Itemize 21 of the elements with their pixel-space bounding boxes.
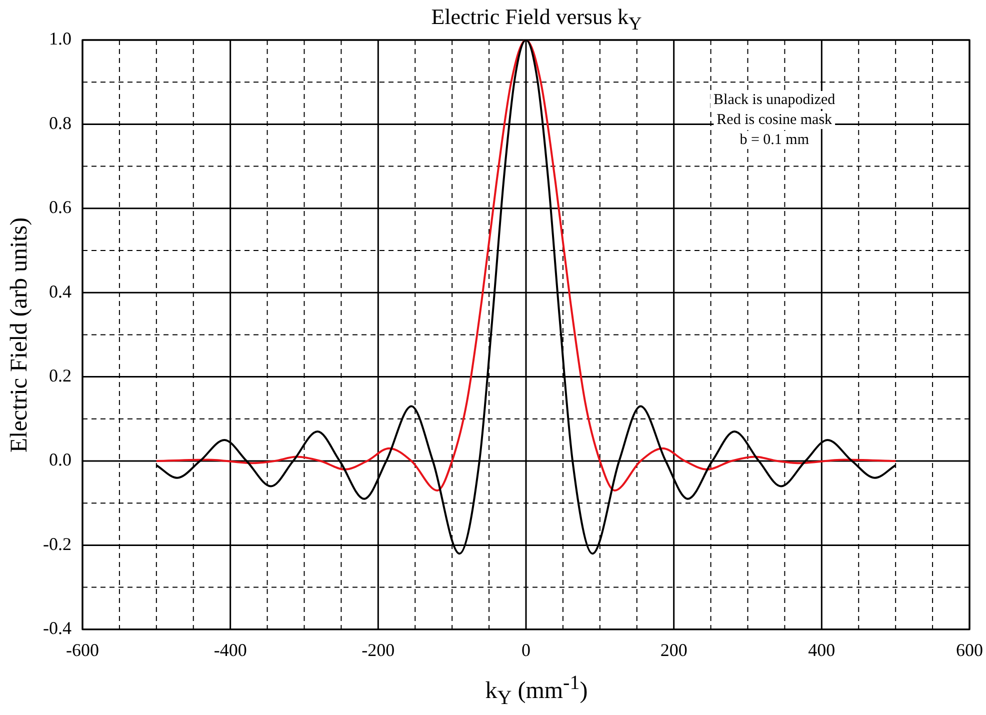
y-tick-label: 0.6 (48, 197, 72, 218)
x-tick-label: 400 (808, 640, 836, 660)
x-tick-label: -200 (362, 640, 395, 660)
annotation: Black is unapodized (714, 92, 836, 108)
x-tick-label: 600 (956, 640, 983, 660)
y-tick-label: -0.2 (42, 534, 72, 554)
y-tick-label: -0.4 (42, 618, 72, 638)
y-axis-title: Electric Field (arb units) (6, 217, 34, 453)
x-tick-label: -400 (214, 640, 247, 660)
annotation: b = 0.1 mm (740, 132, 810, 148)
y-tick-label: 0.8 (48, 112, 72, 133)
y-tick-label: 0.0 (48, 450, 72, 470)
y-tick-label: 1.0 (48, 28, 72, 49)
chart-title: Electric Field versus k$_{Y}$ (430, 4, 643, 34)
x-tick-label: 200 (660, 640, 688, 660)
y-tick-label: 0.2 (48, 366, 72, 386)
x-tick-label: -600 (66, 640, 99, 660)
x-tick-label: 0 (521, 640, 530, 660)
x-axis-title: k$_{Y}$ (mm$^{-1}$) (484, 672, 589, 710)
y-tick-label: 0.4 (48, 281, 72, 302)
annotation: Red is cosine mask (716, 112, 833, 128)
